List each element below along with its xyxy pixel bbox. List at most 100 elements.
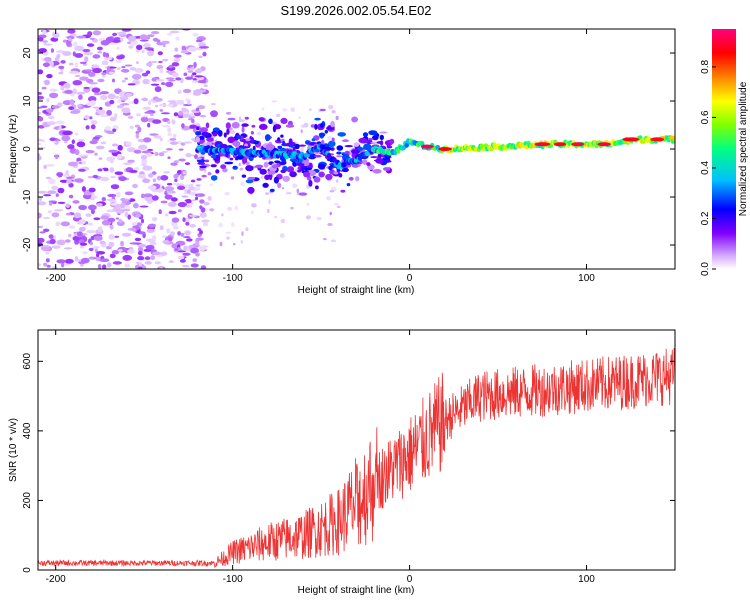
- spectrogram-noise-cell: [91, 192, 95, 197]
- snr-y-tick-label: 600: [22, 353, 33, 370]
- spectrogram-noise-cell: [182, 104, 193, 106]
- spectrogram-noise-cell: [54, 209, 64, 212]
- spectrogram-signal-cell: [199, 165, 207, 169]
- spectrogram-noise-cell: [61, 262, 65, 268]
- spectrogram-noise-cell: [225, 231, 231, 234]
- spectrogram-noise-cell: [89, 37, 95, 40]
- spectrogram-noise-cell: [43, 228, 50, 232]
- spectrogram-noise-cell: [167, 127, 172, 133]
- spectrogram-noise-cell: [162, 58, 169, 62]
- spectrogram-noise-cell: [127, 228, 137, 231]
- spectrogram-noise-cell: [134, 68, 144, 73]
- spectrogram-noise-cell: [203, 84, 208, 87]
- spectrogram-signal-cell: [268, 118, 273, 125]
- spectrogram-peak-cell: [571, 142, 585, 147]
- spectrogram-noise-cell: [147, 34, 155, 37]
- spectrogram-signal-cell: [320, 123, 324, 128]
- spectrogram-noise-cell: [135, 49, 141, 53]
- spectrogram-noise-cell: [271, 100, 278, 103]
- spectrogram-signal-cell: [368, 137, 374, 141]
- spectrogram-noise-cell: [119, 96, 129, 101]
- spectrogram-signal-cell: [269, 188, 275, 192]
- spectrogram-noise-cell: [128, 45, 134, 49]
- spectrogram-noise-cell: [173, 173, 179, 179]
- spectrogram-noise-cell: [296, 188, 299, 194]
- spectrogram-noise-cell: [300, 129, 303, 133]
- spectrogram-noise-cell: [47, 210, 53, 214]
- spectrogram-noise-cell: [72, 236, 80, 241]
- spectrogram-noise-cell: [113, 37, 121, 41]
- spectrogram-noise-cell: [74, 53, 84, 58]
- spectrogram-noise-cell: [195, 252, 200, 257]
- snr-y-axis-label: SNR (10 * v/v): [8, 418, 19, 482]
- spectrogram-noise-cell: [42, 62, 50, 68]
- spectrogram-noise-cell: [77, 231, 83, 237]
- spectrogram-noise-cell: [185, 205, 192, 208]
- spectrogram-signal-cell: [346, 183, 351, 187]
- spectrogram-noise-cell: [97, 168, 103, 172]
- spectrogram-noise-cell: [133, 98, 139, 105]
- spectrogram-noise-cell: [116, 46, 120, 50]
- spectrogram-signal-cell: [380, 140, 384, 146]
- spectrogram-noise-cell: [134, 237, 142, 242]
- spectrogram-noise-cell: [327, 135, 333, 141]
- spectrogram-signal-cell: [273, 176, 279, 184]
- spectrogram-signal-cell: [282, 141, 286, 146]
- spectrogram-noise-cell: [196, 178, 202, 181]
- spectrogram-noise-cell: [199, 46, 209, 49]
- spectrogram-noise-cell: [88, 187, 96, 193]
- spectrogram-signal-cell: [227, 117, 236, 121]
- spectrogram-noise-cell: [139, 34, 148, 40]
- spectrogram-noise-cell: [178, 158, 186, 162]
- spectrogram-noise-cell: [336, 179, 339, 183]
- spectrogram-noise-cell: [97, 78, 105, 83]
- spectrogram-noise-cell: [51, 105, 60, 109]
- spectrogram-noise-cell: [224, 191, 231, 196]
- spectrogram-noise-cell: [48, 178, 56, 185]
- spectrogram-noise-cell: [105, 130, 114, 134]
- spectrogram-noise-cell: [160, 200, 168, 204]
- spectrogram-y-tick-label: 10: [22, 95, 33, 107]
- spectrogram-noise-cell: [125, 92, 133, 97]
- spectrogram-signal-cell: [319, 108, 326, 112]
- spectrogram-noise-cell: [66, 40, 72, 47]
- spectrogram-noise-cell: [190, 179, 196, 183]
- spectrogram-noise-cell: [146, 152, 153, 157]
- spectrogram-noise-cell: [116, 67, 121, 70]
- spectrogram-noise-cell: [151, 195, 159, 201]
- spectrogram-noise-cell: [51, 245, 61, 249]
- spectrogram-noise-cell: [323, 238, 327, 241]
- spectrogram-noise-cell: [90, 124, 96, 130]
- spectrogram-noise-cell: [56, 239, 66, 246]
- spectrogram-noise-cell: [185, 154, 195, 157]
- spectrogram-noise-cell: [190, 202, 194, 206]
- spectrogram-noise-cell: [256, 132, 262, 135]
- spectrogram-signal-cell: [232, 140, 241, 147]
- spectrogram-noise-cell: [182, 88, 192, 94]
- spectrogram-noise-cell: [60, 60, 66, 64]
- spectrogram-noise-cell: [114, 113, 118, 119]
- spectrogram-noise-cell: [108, 241, 115, 248]
- spectrogram-peak-cell: [438, 147, 452, 151]
- spectrogram-signal-cell: [336, 155, 343, 158]
- spectrogram-noise-cell: [142, 165, 153, 171]
- spectrogram-noise-cell: [234, 205, 239, 211]
- spectrogram-noise-cell: [120, 240, 124, 247]
- spectrogram-noise-cell: [77, 104, 82, 108]
- spectrogram-noise-cell: [111, 143, 119, 147]
- spectrogram-noise-cell: [85, 213, 92, 218]
- spectrogram-noise-cell: [199, 246, 207, 251]
- spectrogram-noise-cell: [192, 72, 197, 76]
- spectrogram-signal-cell: [264, 134, 271, 141]
- spectrogram-noise-cell: [274, 215, 278, 219]
- colorbar-gradient: [712, 29, 736, 269]
- spectrogram-noise-cell: [64, 140, 68, 144]
- spectrogram-noise-cell: [169, 30, 180, 34]
- spectrogram-noise-cell: [61, 135, 71, 142]
- spectrogram-noise-cell: [162, 239, 170, 244]
- spectrogram-noise-cell: [83, 86, 91, 89]
- spectrogram-signal-cell: [328, 165, 333, 171]
- spectrogram-signal-cell: [340, 189, 346, 193]
